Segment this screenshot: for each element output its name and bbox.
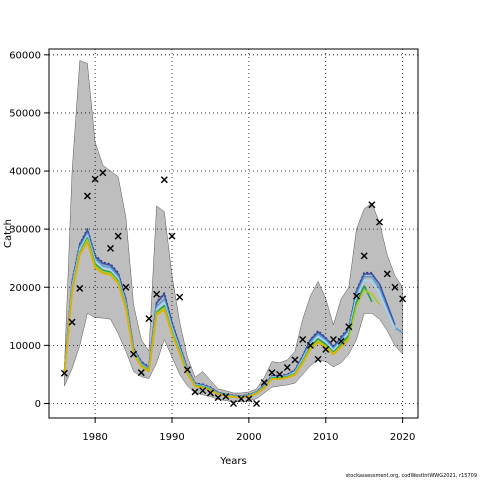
observed-catch-point [130, 350, 138, 358]
observed-catch-point [168, 232, 176, 240]
x-axis: 1980 1990 2000 2010 2020 [82, 418, 415, 443]
x-tick-label: 1990 [159, 432, 184, 443]
observed-catch-point [60, 369, 68, 377]
observed-catch-point [368, 201, 376, 209]
x-tick-label: 2000 [236, 432, 261, 443]
x-tick-label: 2010 [313, 432, 338, 443]
observed-catch-point [237, 395, 245, 403]
observed-catch-point [291, 356, 299, 364]
observed-catch-point [245, 395, 253, 403]
observed-catch-point [222, 393, 230, 400]
observed-catch-point [353, 292, 360, 300]
observed-catch-point [322, 345, 330, 353]
observed-catch-point [83, 192, 91, 200]
observed-catch-point [206, 389, 214, 397]
observed-catch-points [60, 169, 407, 407]
y-tick-label: 0 [35, 399, 41, 410]
observed-catch-point [345, 323, 353, 331]
observed-catch-point [299, 336, 307, 344]
observed-catch-point [329, 336, 337, 344]
y-tick-label: 30000 [9, 225, 41, 236]
observed-catch-point [183, 366, 191, 374]
observed-catch-point [314, 355, 322, 363]
observed-catch-point [114, 232, 122, 240]
observed-catch-point [253, 399, 261, 407]
x-tick-label: 2020 [390, 432, 415, 443]
observed-catch-point [99, 169, 107, 177]
observed-catch-point [137, 369, 145, 377]
observed-catch-point [383, 270, 391, 278]
observed-catch-point [199, 387, 207, 395]
series-line [63, 241, 350, 399]
observed-catch-point [360, 252, 368, 260]
observed-catch-point [337, 337, 345, 345]
observed-catch-point [260, 379, 268, 387]
observed-catch-point [306, 341, 314, 349]
x-axis-title: Years [219, 456, 246, 467]
observed-catch-point [91, 175, 99, 183]
observed-catch-point [160, 176, 168, 184]
observed-catch-point [153, 290, 161, 298]
observed-catch-point [399, 295, 407, 303]
y-tick-label: 60000 [9, 50, 41, 61]
y-tick-label: 50000 [9, 108, 41, 119]
observed-catch-point [283, 363, 291, 371]
observed-catch-point [122, 283, 130, 291]
observed-catch-point [276, 370, 284, 378]
observed-catch-point [391, 283, 399, 291]
observed-catch-point [68, 318, 76, 326]
footer-credit: stockassessment.org, codWestIntWWG2021, … [345, 473, 477, 479]
observed-catch-point [76, 284, 84, 292]
uncertainty-band [64, 60, 403, 402]
y-tick-label: 40000 [9, 167, 41, 178]
x-tick-label: 1980 [82, 432, 107, 443]
observed-catch-point [191, 388, 199, 396]
observed-catch-point [107, 244, 114, 252]
uncertainty-band-area [64, 60, 403, 402]
y-tick-label: 10000 [9, 341, 41, 352]
y-axis-title: Catch [3, 219, 14, 248]
y-axis: 0 10000 20000 30000 40000 50000 60000 [9, 50, 49, 410]
observed-catch-point [214, 394, 222, 402]
plot-frame [48, 48, 419, 419]
observed-catch-point [230, 399, 237, 407]
observed-catch-point [145, 315, 153, 323]
observed-catch-point [268, 369, 276, 377]
observed-catch-point [376, 218, 384, 226]
y-tick-label: 20000 [9, 283, 41, 294]
observed-catch-point [176, 293, 184, 301]
